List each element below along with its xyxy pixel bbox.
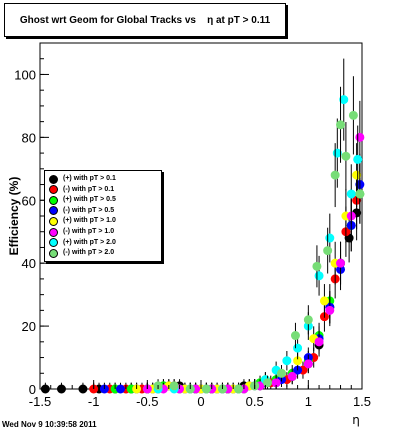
legend-item: (-) with pT > 0.1 bbox=[45, 185, 115, 195]
legend-marker-icon bbox=[45, 185, 62, 195]
legend-marker-icon bbox=[45, 206, 62, 216]
x-tick-label: -1 bbox=[88, 394, 100, 409]
data-point bbox=[319, 296, 329, 306]
data-point bbox=[314, 337, 324, 347]
legend-label: (+) with pT > 0.5 bbox=[63, 196, 116, 204]
data-point bbox=[201, 384, 211, 394]
data-point bbox=[336, 258, 346, 268]
data-point bbox=[312, 261, 322, 271]
x-tick-label: 0.5 bbox=[246, 394, 264, 409]
data-point bbox=[353, 154, 363, 164]
y-axis: 0 20 40 60 80 100 bbox=[14, 42, 49, 397]
data-point bbox=[263, 378, 273, 388]
data-point bbox=[303, 359, 313, 369]
x-tick-label: -1.5 bbox=[29, 394, 51, 409]
x-tick-label: 1.5 bbox=[353, 394, 371, 409]
x-axis: -1.5 -1 -0.5 0 0.5 1 1.5 bbox=[29, 380, 371, 409]
y-tick-label: 0 bbox=[29, 382, 36, 397]
legend-item: (+) with pT > 0.5 bbox=[45, 195, 116, 205]
data-point bbox=[293, 343, 303, 353]
legend-label: (+) with pT > 1.0 bbox=[63, 217, 116, 225]
x-tick-label: -0.5 bbox=[136, 394, 158, 409]
data-point bbox=[336, 120, 346, 130]
legend-label: (-) with pT > 0.1 bbox=[63, 185, 115, 193]
data-point bbox=[339, 95, 349, 105]
legend-label: (-) with pT > 2.0 bbox=[63, 249, 115, 257]
data-point bbox=[352, 170, 362, 180]
legend-label: (-) with pT > 0.5 bbox=[63, 206, 115, 214]
legend-marker-icon bbox=[45, 195, 62, 205]
legend-marker-icon bbox=[45, 174, 62, 184]
legend-marker-icon bbox=[45, 216, 62, 226]
data-point bbox=[355, 132, 365, 142]
y-tick-label: 40 bbox=[22, 256, 36, 271]
data-point bbox=[287, 371, 297, 381]
data-point bbox=[325, 233, 335, 243]
y-tick-label: 100 bbox=[14, 67, 36, 82]
legend-item: (-) with pT > 0.5 bbox=[45, 206, 115, 216]
data-point bbox=[325, 305, 335, 315]
data-point bbox=[169, 381, 179, 391]
timestamp: Wed Nov 9 10:39:58 2011 bbox=[2, 420, 97, 429]
x-tick-label: 0 bbox=[197, 394, 204, 409]
legend-item: (+) with pT > 2.0 bbox=[45, 238, 116, 248]
data-point bbox=[346, 189, 356, 199]
data-point bbox=[323, 246, 333, 256]
data-point bbox=[341, 151, 351, 161]
data-point bbox=[234, 384, 244, 394]
legend-marker-icon bbox=[45, 238, 62, 248]
legend-marker-icon bbox=[45, 227, 62, 237]
y-tick-label: 80 bbox=[22, 130, 36, 145]
data-point bbox=[277, 368, 286, 378]
chart-title: Ghost wrt Geom for Global Tracks vs η at… bbox=[4, 3, 286, 37]
legend-marker-icon bbox=[45, 248, 62, 258]
data-point bbox=[303, 315, 313, 325]
data-point bbox=[290, 331, 300, 341]
y-tick-label: 60 bbox=[22, 193, 36, 208]
legend-label: (+) with pT > 2.0 bbox=[63, 238, 116, 246]
legend-label: (-) with pT > 1.0 bbox=[63, 228, 115, 235]
data-point bbox=[314, 271, 324, 281]
legend-item: (+) with pT > 1.0 bbox=[45, 216, 116, 226]
legend-item: (-) with pT > 2.0 bbox=[45, 248, 115, 258]
series-7 bbox=[153, 76, 365, 394]
markers-layer bbox=[40, 58, 365, 394]
data-point bbox=[330, 170, 340, 180]
y-tick-label: 20 bbox=[22, 319, 36, 334]
data-point bbox=[348, 110, 358, 120]
legend-item: (-) with pT > 1.0 bbox=[45, 227, 115, 237]
data-point bbox=[355, 189, 365, 199]
legend-label: (+) with pT > 0.1 bbox=[63, 175, 116, 182]
y-axis-label: Efficiency (%) bbox=[7, 177, 21, 256]
legend: (+) with pT > 0.1 (-) with pT > 0.1 (+) wi… bbox=[44, 170, 162, 262]
data-point bbox=[116, 384, 125, 394]
data-point bbox=[282, 356, 292, 366]
x-tick-label: 1 bbox=[305, 394, 312, 409]
legend-item: (+) with pT > 0.1 bbox=[45, 174, 116, 184]
x-axis-label: η bbox=[352, 413, 360, 427]
